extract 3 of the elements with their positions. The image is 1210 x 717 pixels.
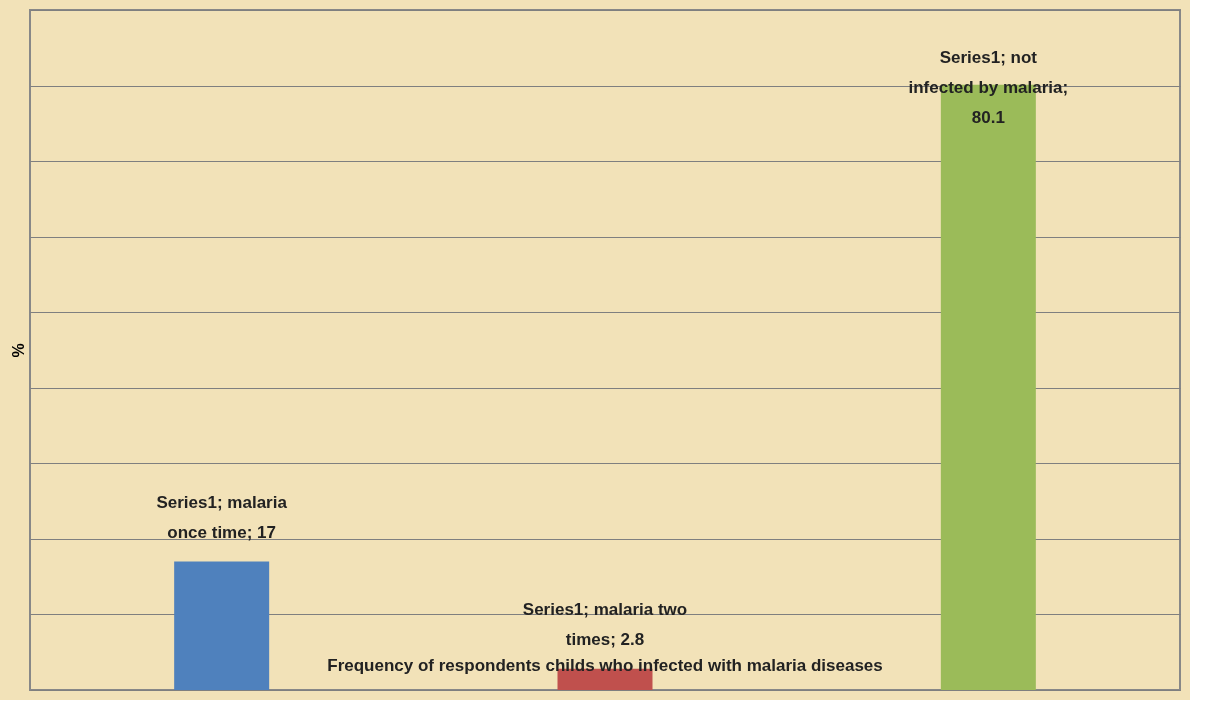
data-label: Series1; malaria two times; 2.8 [522,599,688,649]
data-label: Series1; malaria once time; 17 [156,492,288,542]
y-axis-title: % [9,343,27,358]
